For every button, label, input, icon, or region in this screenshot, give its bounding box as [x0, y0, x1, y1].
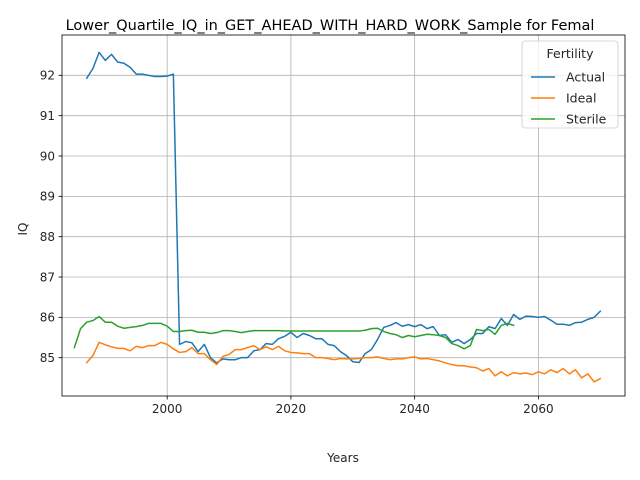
y-tick-label: 91: [40, 109, 55, 123]
legend-label-actual: Actual: [566, 70, 605, 85]
chart-title: Lower_Quartile_IQ_in_GET_AHEAD_WITH_HARD…: [66, 18, 595, 34]
legend-label-sterile: Sterile: [566, 112, 607, 127]
legend: Fertility Actual Ideal Sterile: [522, 41, 618, 128]
y-axis-label: IQ: [16, 223, 30, 236]
x-axis-label: Years: [326, 451, 359, 465]
x-tick-label: 2040: [399, 402, 430, 416]
x-tick-label: 2060: [523, 402, 554, 416]
y-tick-label: 85: [40, 351, 55, 365]
y-tick-label: 89: [40, 190, 55, 204]
y-tick-label: 90: [40, 149, 55, 163]
y-tick-label: 92: [40, 69, 55, 83]
y-tick-label: 87: [40, 270, 55, 284]
legend-label-ideal: Ideal: [566, 91, 596, 106]
legend-title: Fertility: [547, 46, 595, 61]
x-tick-label: 2000: [152, 402, 183, 416]
y-tick-label: 88: [40, 230, 55, 244]
y-tick-label: 86: [40, 311, 55, 325]
x-tick-label: 2020: [276, 402, 307, 416]
